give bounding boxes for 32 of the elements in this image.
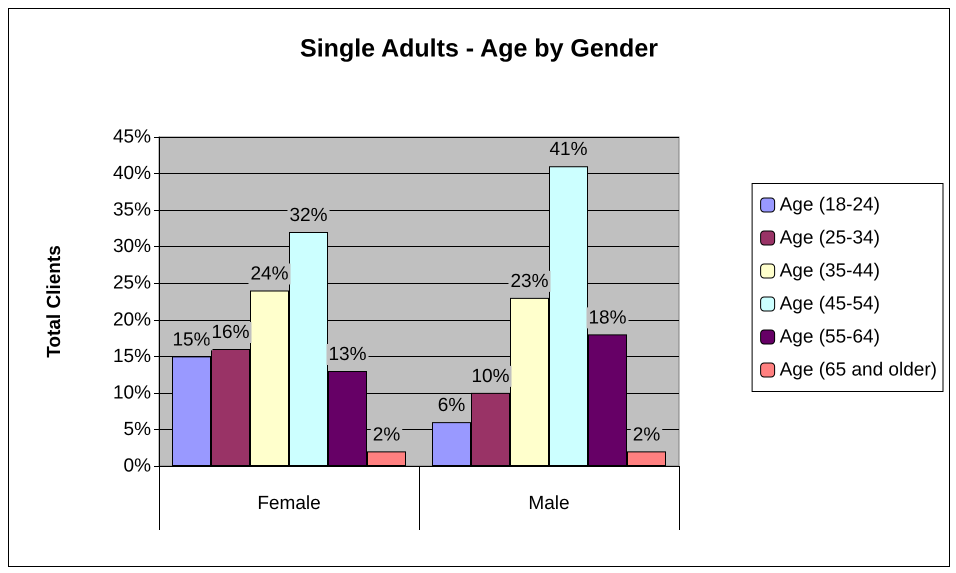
data-label: 32% (289, 205, 328, 226)
data-label: 16% (211, 322, 250, 344)
y-tick-label: 10% (112, 382, 152, 404)
legend-label: Age (18-24) (780, 194, 880, 216)
data-label: 2% (632, 424, 660, 446)
data-label: 2% (372, 424, 400, 446)
legend-label: Age (65 and older) (780, 360, 938, 380)
data-label: 23% (510, 270, 549, 292)
y-axis-title: Total Clients (44, 245, 65, 358)
x-tick-label: Male (528, 493, 570, 514)
legend-label: Age (25-34) (780, 228, 880, 248)
y-tick-label: 20% (112, 309, 152, 330)
x-tick-label: Female (257, 493, 321, 514)
y-tick-label: 25% (112, 272, 152, 294)
y-tick-label: 45% (112, 126, 152, 148)
y-tick-label: 15% (112, 346, 152, 367)
legend-label: Age (55-64) (780, 326, 880, 348)
legend-label: Age (45-54) (780, 294, 880, 314)
data-label: 24% (250, 264, 289, 285)
data-label: 18% (588, 307, 627, 328)
y-tick-label: 40% (112, 163, 152, 184)
data-label: 6% (438, 395, 466, 416)
y-tick-label: 0% (124, 456, 152, 476)
y-tick-label: 35% (112, 200, 152, 221)
data-label: 41% (549, 139, 588, 160)
y-tick-label: 30% (112, 236, 152, 258)
data-label: 10% (471, 366, 510, 387)
chart-title: Single Adults - Age by Gender (300, 34, 658, 62)
legend-label: Age (35-44) (780, 260, 880, 282)
data-label: 15% (172, 329, 211, 350)
data-label: 13% (328, 344, 367, 365)
y-tick-label: 5% (124, 418, 152, 440)
